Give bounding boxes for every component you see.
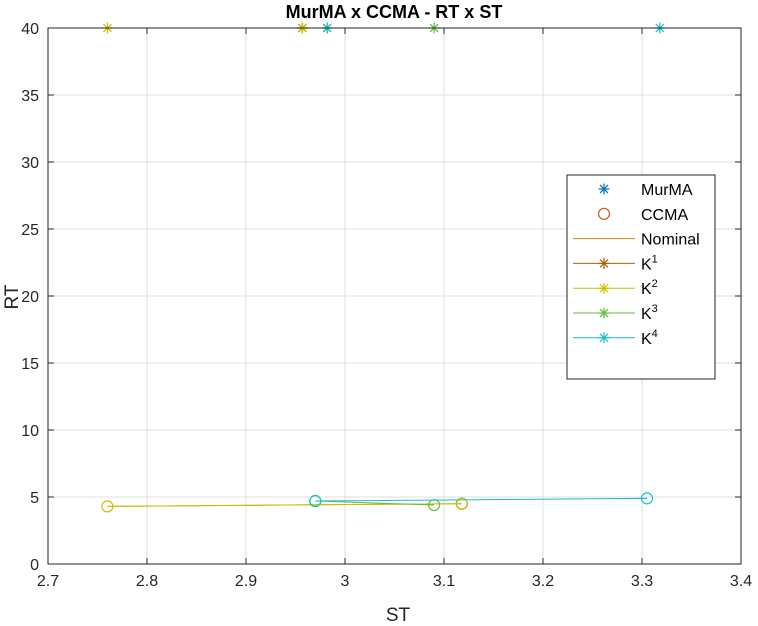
y-tick-label: 10: [21, 423, 39, 440]
legend-entry: K3: [573, 303, 658, 323]
legend-marker-star: [598, 183, 610, 195]
legend-label: K4: [641, 328, 658, 348]
legend-label: K2: [641, 278, 658, 298]
x-tick-label: 3.3: [631, 573, 653, 590]
y-tick-label: 15: [21, 356, 39, 373]
x-axis-label: ST: [386, 605, 411, 626]
legend-label: CCMA: [641, 207, 688, 224]
data-point-circle: [455, 497, 468, 510]
data-point-circle: [428, 498, 441, 512]
data-point-circle: [309, 494, 322, 508]
y-tick-label: 35: [21, 88, 39, 105]
y-tick-label: 5: [30, 490, 39, 507]
x-tick-label: 2.7: [37, 573, 59, 590]
legend-marker-circle: [597, 207, 611, 220]
y-tick-label: 30: [21, 155, 39, 172]
series-line: [315, 500, 435, 506]
legend-label: MurMA: [641, 182, 693, 199]
y-axis-label: RT: [2, 284, 23, 309]
legend-label: K1: [641, 253, 658, 273]
legend-marker-star: [598, 257, 610, 269]
legend-label: K3: [641, 303, 658, 323]
x-tick-label: 3: [341, 573, 350, 590]
axes: [47, 27, 742, 565]
legend-entry: CCMA: [597, 207, 688, 224]
data-point-circle: [101, 500, 114, 513]
series-line: [315, 497, 647, 502]
y-tick-label: 0: [30, 557, 39, 574]
legend-entry: Nominal: [573, 232, 700, 249]
series-ccma-k4: [309, 492, 654, 508]
legend-label: Nominal: [641, 232, 700, 249]
y-tick-label: 20: [21, 289, 39, 306]
axes-box: [47, 27, 742, 565]
legend-entry: MurMA: [598, 182, 693, 199]
legend-entry: K4: [573, 328, 658, 348]
legend-entry: K1: [573, 253, 658, 273]
legend: MurMA CCMA Nominal K1 K2 K3 K4: [566, 174, 716, 380]
x-tick-label: 3.4: [730, 573, 752, 590]
tick-labels: 2.7 2.8 2.9 3 3.1 3.2 3.3 3.4 0 5 10 15 20 25 30 35 40: [21, 21, 752, 590]
x-tick-label: 3.2: [532, 573, 554, 590]
legend-box: [566, 174, 716, 380]
legend-marker-star: [598, 332, 610, 344]
chart-title: MurMA x CCMA - RT x ST: [286, 2, 503, 22]
legend-marker-star: [598, 282, 610, 294]
x-tick-label: 2.8: [136, 573, 158, 590]
y-tick-label: 40: [21, 21, 39, 38]
legend-marker-star: [598, 307, 610, 319]
y-tick-label: 25: [21, 222, 39, 239]
x-tick-label: 3.1: [433, 573, 455, 590]
legend-entry: K2: [573, 278, 658, 298]
data-point-circle: [640, 492, 654, 505]
x-tick-label: 2.9: [235, 573, 257, 590]
